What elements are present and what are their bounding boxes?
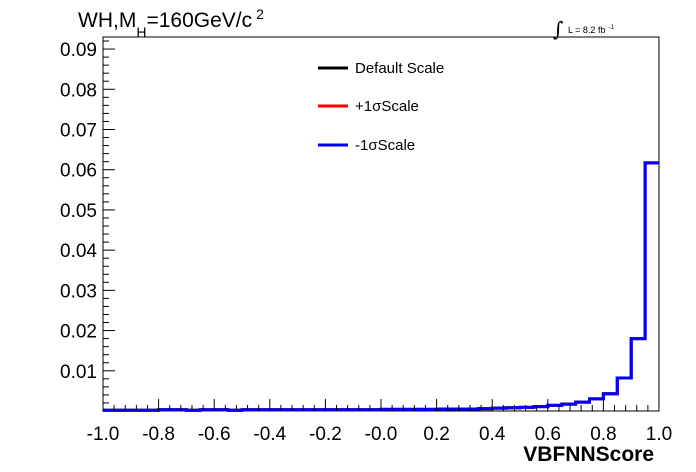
y-tick-label: 0.09 (60, 40, 97, 61)
y-tick-label: 0.06 (60, 161, 97, 182)
x-tick-label: -1.0 (87, 424, 120, 445)
legend-label-1: +1σScale (355, 98, 419, 115)
x-tick-label: -0.0 (365, 424, 398, 445)
chart-title-superscript: 2 (256, 6, 264, 22)
x-tick-label: 0.6 (535, 424, 561, 445)
x-tick-label: -0.4 (253, 424, 286, 445)
y-tick-label: 0.07 (60, 120, 97, 141)
y-tick-label: 0.02 (60, 322, 97, 343)
y-tick-label: 0.01 (60, 362, 97, 383)
x-tick-label: 0.8 (590, 424, 616, 445)
chart-title: WH,MH=160GeV/c 2 (78, 6, 264, 40)
legend-label-0: Default Scale (355, 60, 444, 77)
x-axis-title: VBFNNScore (523, 443, 654, 466)
x-tick-label: 0.2 (423, 424, 449, 445)
x-tick-label: -0.2 (309, 424, 342, 445)
chart-title-subscript: H (136, 24, 146, 40)
lumi-value: L = 8.2 fb (568, 25, 605, 35)
lumi-integral-sign: ∫ (553, 17, 563, 41)
chart-title-main: WH,M (78, 9, 136, 32)
chart-title-rest: =160GeV/c (146, 9, 252, 32)
x-tick-label: 0.4 (479, 424, 506, 445)
x-tick-label: 1.0 (646, 424, 672, 445)
y-tick-label: 0.08 (60, 80, 97, 101)
luminosity-label: ∫ L = 8.2 fb -1 (553, 17, 614, 41)
y-axis: 0.01 0.02 0.03 0.04 0.05 0.06 0.07 0.08 0.09 (60, 40, 115, 404)
y-tick-label: 0.03 (60, 281, 97, 302)
lumi-text: L = 8.2 fb -1 (568, 25, 614, 35)
x-axis: -1.0 -0.8 -0.6 -0.4 -0.2 -0.0 0.2 0.4 0.6 0.8 1.0 (87, 399, 672, 445)
x-tick-label: -0.8 (142, 424, 175, 445)
x-tick-label: -0.6 (198, 424, 231, 445)
y-tick-label: 0.04 (60, 241, 97, 262)
legend-label-2: -1σScale (355, 137, 415, 154)
lumi-exponent: -1 (608, 25, 614, 31)
legend: Default Scale +1σScale -1σScale (318, 60, 444, 154)
y-tick-label: 0.05 (60, 201, 97, 222)
